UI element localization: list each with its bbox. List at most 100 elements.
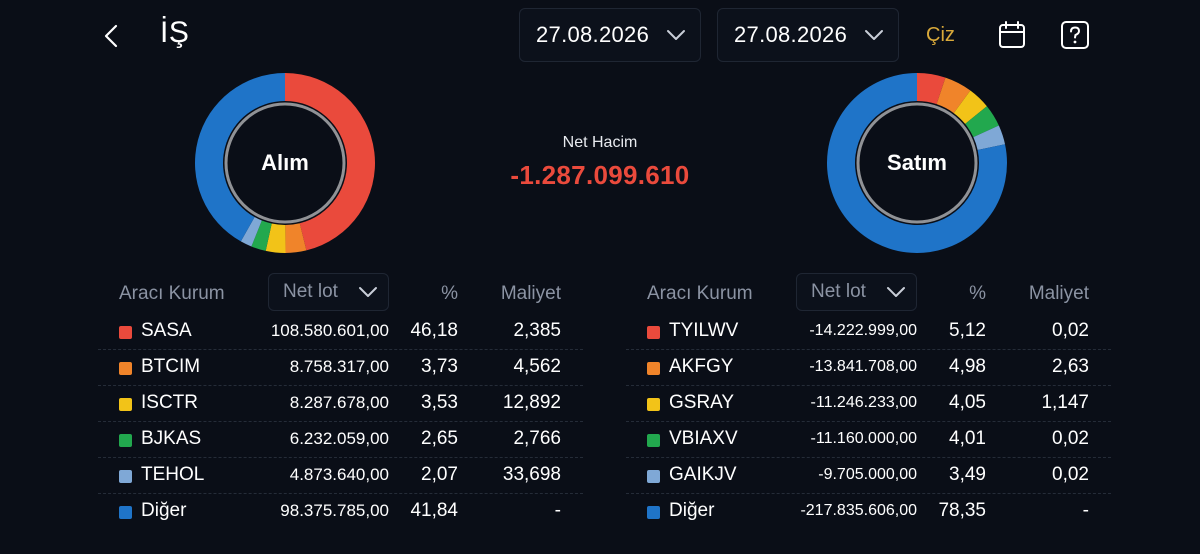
percent-value: 41,84 <box>410 500 458 521</box>
chevron-down-icon <box>359 287 377 297</box>
sell-donut-chart: Satım <box>827 73 1007 254</box>
net-lot-value: 6.232.059,00 <box>289 429 389 448</box>
table-row[interactable]: VBIAXV -11.160.000,00 4,01 0,02 <box>626 422 1111 458</box>
broker-name: TYILWV <box>669 320 739 341</box>
end-date-select[interactable]: 27.08.2026 <box>717 8 899 62</box>
draw-button[interactable]: Çiz <box>926 24 955 46</box>
donut-inner-ring <box>224 102 346 224</box>
start-date-select[interactable]: 27.08.2026 <box>519 8 701 62</box>
net-lot-value: -217.835.606,00 <box>800 502 917 519</box>
table-row[interactable]: BTCIM 8.758.317,00 3,73 4,562 <box>98 350 583 386</box>
table-row[interactable]: ISCTR 8.287.678,00 3,53 12,892 <box>98 386 583 422</box>
end-date-value: 27.08.2026 <box>734 22 848 47</box>
table-row[interactable]: AKFGY -13.841.708,00 4,98 2,63 <box>626 350 1111 386</box>
net-lot-value: 108.580.601,00 <box>270 321 389 340</box>
donut-slice-diğer <box>827 73 1007 254</box>
donut-slice-sasa <box>285 73 376 251</box>
donut-slice-akfgy <box>936 77 971 114</box>
donut-slice-btcim <box>285 223 307 253</box>
table-row[interactable]: SASA 108.580.601,00 46,18 2,385 <box>98 314 583 350</box>
legend-swatch <box>119 434 132 447</box>
net-lot-value: -11.160.000,00 <box>810 430 917 447</box>
table-row[interactable]: Diğer -217.835.606,00 78,35 - <box>626 494 1111 529</box>
buy-table: Aracı Kurum Net lot % Maliyet SASA 108.58… <box>98 270 583 529</box>
net-lot-sort-value: Net lot <box>811 281 866 302</box>
chevron-down-icon <box>667 30 685 40</box>
legend-swatch <box>119 326 132 339</box>
chevron-left-icon <box>104 24 118 48</box>
legend-swatch <box>647 326 660 339</box>
sell-table: Aracı Kurum Net lot % Maliyet TYILWV -14.… <box>626 270 1111 529</box>
legend-swatch <box>647 398 660 411</box>
percent-value: 2,65 <box>421 428 458 449</box>
cost-value: 0,02 <box>1052 320 1089 341</box>
percent-value: 3,49 <box>949 464 986 485</box>
broker-name: ISCTR <box>141 392 198 413</box>
table-row[interactable]: TYILWV -14.222.999,00 5,12 0,02 <box>626 314 1111 350</box>
cost-value: 2,63 <box>1052 356 1089 377</box>
donut-hole <box>860 106 974 220</box>
net-lot-sort-select[interactable]: Net lot <box>268 273 389 311</box>
table-row[interactable]: GSRAY -11.246.233,00 4,05 1,147 <box>626 386 1111 422</box>
net-lot-value: -14.222.999,00 <box>809 322 917 339</box>
table-row[interactable]: Diğer 98.375.785,00 41,84 - <box>98 494 583 529</box>
percent-value: 46,18 <box>410 320 458 341</box>
back-button[interactable] <box>98 20 128 52</box>
chevron-down-icon <box>887 287 905 297</box>
donut-slice-tyilwv <box>917 73 946 105</box>
broker-name: Diğer <box>141 500 187 521</box>
legend-swatch <box>647 362 660 375</box>
broker-name: GSRAY <box>669 392 735 413</box>
broker-name: VBIAXV <box>669 428 738 449</box>
legend-swatch <box>119 398 132 411</box>
cost-value: 2,385 <box>513 320 561 341</box>
net-volume-label: Net Hacim <box>562 134 638 151</box>
cost-value: 2,766 <box>513 428 561 449</box>
broker-name: BTCIM <box>141 356 201 377</box>
table-row[interactable]: BJKAS 6.232.059,00 2,65 2,766 <box>98 422 583 458</box>
sell-donut-label: Satım <box>887 150 947 175</box>
calendar-button[interactable] <box>996 19 1028 51</box>
cost-value: 0,02 <box>1052 428 1089 449</box>
cost-value: - <box>1082 500 1089 521</box>
buy-donut-label: Alım <box>261 150 309 175</box>
donut-slice-gsray <box>953 90 987 124</box>
net-lot-sort-select[interactable]: Net lot <box>796 273 917 311</box>
net-lot-sort-value: Net lot <box>283 281 338 302</box>
buy-donut-chart: Alım <box>194 73 376 253</box>
calendar-icon <box>999 21 1025 48</box>
start-date-value: 27.08.2026 <box>536 22 650 47</box>
table-row[interactable]: GAIKJV -9.705.000,00 3,49 0,02 <box>626 458 1111 494</box>
percent-value: 3,53 <box>421 392 458 413</box>
cost-value: 4,562 <box>513 356 561 377</box>
percent-value: 4,01 <box>949 428 986 449</box>
legend-swatch <box>647 470 660 483</box>
broker-name: GAIKJV <box>669 464 737 485</box>
net-lot-value: -11.246.233,00 <box>810 394 917 411</box>
percent-value: 3,73 <box>421 356 458 377</box>
help-button[interactable] <box>1060 20 1090 50</box>
cost-value: - <box>554 500 561 521</box>
cost-value: 0,02 <box>1052 464 1089 485</box>
percent-value: 78,35 <box>938 500 986 521</box>
cost-value: 33,698 <box>502 464 561 485</box>
cost-value: 1,147 <box>1041 392 1089 413</box>
net-lot-value: 8.758.317,00 <box>289 357 389 376</box>
donut-inner-ring <box>856 102 978 224</box>
chevron-down-icon <box>865 30 883 40</box>
legend-swatch <box>647 434 660 447</box>
table-row[interactable]: TEHOL 4.873.640,00 2,07 33,698 <box>98 458 583 494</box>
donut-slice-isctr <box>265 223 286 253</box>
table-header: Aracı Kurum Net lot % Maliyet <box>98 270 583 314</box>
broker-name: BJKAS <box>141 428 202 449</box>
broker-name: TEHOL <box>141 464 205 485</box>
percent-column-header: % <box>441 283 458 304</box>
net-lot-value: 8.287.678,00 <box>289 393 389 412</box>
broker-column-header: Aracı Kurum <box>119 283 225 304</box>
donut-slice-tehol <box>240 217 262 247</box>
table-header: Aracı Kurum Net lot % Maliyet <box>626 270 1111 314</box>
cost-column-header: Maliyet <box>1028 283 1089 304</box>
donut-slice-gaikjv <box>973 125 1006 151</box>
broker-name: SASA <box>141 320 192 341</box>
donut-hole <box>228 106 342 220</box>
